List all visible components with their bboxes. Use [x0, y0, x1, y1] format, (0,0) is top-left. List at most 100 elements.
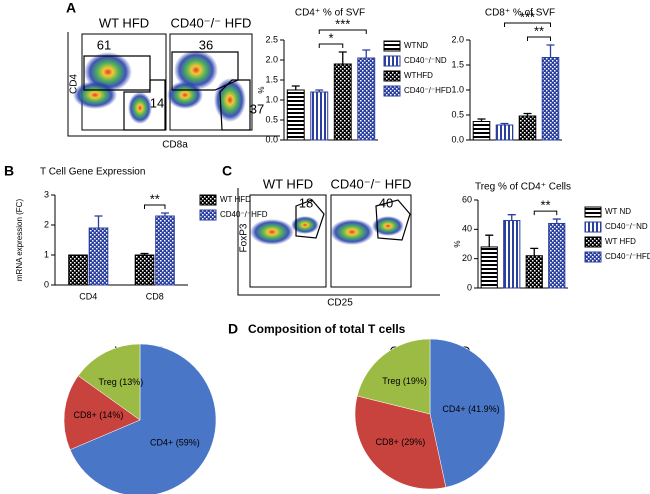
bar: [503, 220, 521, 289]
bar: [541, 57, 560, 141]
bar: [155, 215, 175, 286]
error-bar: [94, 215, 103, 228]
pie-slice: [429, 338, 506, 488]
chart-title: T Cell Gene Expression: [40, 167, 145, 178]
slice-label: Treg (13%): [99, 377, 144, 387]
panel-label: A: [66, 0, 76, 16]
legend-swatch: [383, 85, 401, 97]
flow-axis-label: FoxP3: [239, 223, 250, 252]
legend-label: WT HFD: [220, 195, 251, 204]
chart-title: CD4⁺ % of SVF: [295, 8, 365, 19]
gate-value: 18: [299, 195, 313, 210]
pie-slice: [356, 338, 431, 415]
flow-density: [167, 81, 203, 109]
panel-label: D: [228, 321, 238, 337]
slice-label: CD8+ (14%): [74, 410, 124, 420]
y-tick-label: 0: [467, 282, 472, 292]
error-bar: [338, 51, 347, 64]
sig-label: **: [534, 23, 544, 38]
error-bar: [530, 247, 539, 256]
flow-density: [128, 92, 152, 124]
legend-swatch: [584, 251, 602, 263]
sig-bracket: [144, 204, 166, 209]
error-bar: [315, 89, 324, 92]
flow-density: [291, 216, 319, 234]
flow-density: [73, 81, 117, 109]
error-bar: [507, 214, 516, 221]
legend-swatch: [383, 70, 401, 82]
bar: [88, 227, 109, 286]
panel-label: B: [4, 163, 14, 179]
flow-gate: [375, 199, 411, 241]
legend-label: WT ND: [605, 207, 631, 216]
y-tick-label: 1: [44, 249, 49, 259]
error-bar: [140, 252, 149, 255]
bar: [286, 89, 305, 141]
gate-value: 61: [97, 37, 111, 52]
legend-swatch: [584, 236, 602, 248]
bar: [480, 246, 498, 289]
legend-label: CD40⁻/⁻ND: [605, 222, 648, 231]
legend-label: WTHFD: [404, 71, 433, 80]
flow-gate: [219, 79, 251, 131]
y-tick-label: 1.0: [451, 84, 464, 94]
chart-title: CD8⁺ % of SVF: [485, 8, 555, 19]
legend-label: CD40⁻/⁻HFD: [404, 86, 452, 95]
legend-swatch: [584, 206, 602, 218]
error-bar: [523, 112, 532, 116]
legend-label: CD40⁻/⁻HFD: [605, 252, 650, 261]
y-tick-label: 0.0: [451, 134, 464, 144]
x-tick-label: CD8: [146, 291, 164, 301]
y-tick-label: 0.5: [265, 114, 278, 124]
gate-value: 36: [199, 37, 213, 52]
gate-value: 40: [379, 195, 393, 210]
sig-bracket: [527, 36, 551, 41]
flow-density: [250, 219, 294, 245]
legend-swatch: [383, 55, 401, 67]
pie-slice: [354, 395, 447, 490]
y-tick-label: 2: [44, 219, 49, 229]
y-tick-label: 0.5: [451, 109, 464, 119]
flow-gate: [83, 55, 151, 91]
y-tick-label: 0: [44, 279, 49, 289]
y-axis-label: %: [257, 86, 266, 93]
x-tick-label: CD4: [79, 291, 97, 301]
sig-label: ***: [335, 16, 350, 31]
flow-density: [174, 50, 218, 90]
flow-gate: [123, 79, 166, 131]
flow-axes: [67, 32, 280, 137]
flow-density: [372, 216, 404, 236]
legend-swatch: [199, 194, 217, 206]
slice-label: CD8+ (29%): [376, 437, 426, 447]
bar: [525, 255, 543, 289]
gate-value: 37: [250, 101, 264, 116]
y-tick-label: 2.0: [265, 54, 278, 64]
error-bar: [362, 49, 371, 58]
legend-swatch: [584, 221, 602, 233]
flow-axis-label: CD8a: [162, 140, 188, 151]
y-tick-label: 1.0: [265, 94, 278, 104]
y-tick-label: 2.0: [451, 34, 464, 44]
error-bar: [546, 44, 555, 58]
y-tick-label: 20: [462, 253, 472, 263]
flow-title: CD40⁻/⁻ HFD: [171, 15, 252, 30]
y-tick-label: 0.0: [265, 134, 278, 144]
flow-density: [330, 219, 374, 245]
error-bar: [291, 85, 300, 90]
error-bar: [500, 122, 509, 125]
legend-swatch: [199, 209, 217, 221]
error-bar: [477, 118, 486, 122]
sig-label: *: [328, 30, 333, 45]
y-tick-label: 1.5: [451, 59, 464, 69]
bar: [357, 57, 376, 141]
sig-bracket: [533, 210, 558, 216]
error-bar: [160, 212, 169, 216]
slice-label: Treg (19%): [382, 376, 427, 386]
flow-axis-label: CD4: [69, 74, 80, 94]
bar: [548, 222, 566, 289]
sig-label: ***: [520, 9, 535, 24]
sig-label: **: [540, 198, 550, 213]
sig-label: **: [150, 191, 160, 206]
gate-value: 14: [150, 95, 164, 110]
